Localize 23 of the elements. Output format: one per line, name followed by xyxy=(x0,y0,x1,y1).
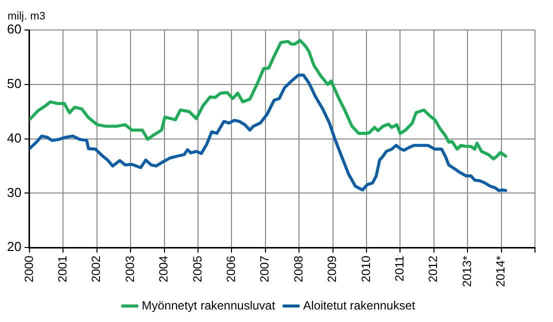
x-tick-label: 2013* xyxy=(460,255,474,288)
x-tick-label: 2011 xyxy=(392,255,406,282)
x-tick-label: 2000 xyxy=(22,255,36,282)
y-tick-label: 40 xyxy=(6,130,22,146)
x-tick-label: 2014* xyxy=(494,255,508,288)
y-tick-label: 50 xyxy=(6,76,22,91)
legend-label: Aloitetut rakennukset xyxy=(303,298,416,312)
x-tick-label: 2005 xyxy=(190,255,204,282)
x-tick-label: 2001 xyxy=(55,255,70,282)
y-tick-label: 20 xyxy=(6,239,22,254)
x-tick-label: 2010 xyxy=(358,255,373,282)
y-axis-title: milj. m3 xyxy=(7,10,46,23)
y-tick-label: 30 xyxy=(6,184,22,200)
x-tick-label: 2007 xyxy=(258,255,272,282)
legend-label: Myönnetyt rakennusluvat xyxy=(142,298,276,312)
x-tick-label: 2004 xyxy=(156,255,171,282)
x-tick-label: 2002 xyxy=(89,255,104,282)
x-tick-label: 2006 xyxy=(224,255,238,282)
x-tick-label: 2012 xyxy=(426,255,440,282)
x-tick-label: 2008 xyxy=(291,255,306,282)
y-tick-label: 60 xyxy=(6,22,22,37)
x-tick-label: 2009 xyxy=(325,255,340,282)
x-tick-label: 2003 xyxy=(122,255,137,282)
